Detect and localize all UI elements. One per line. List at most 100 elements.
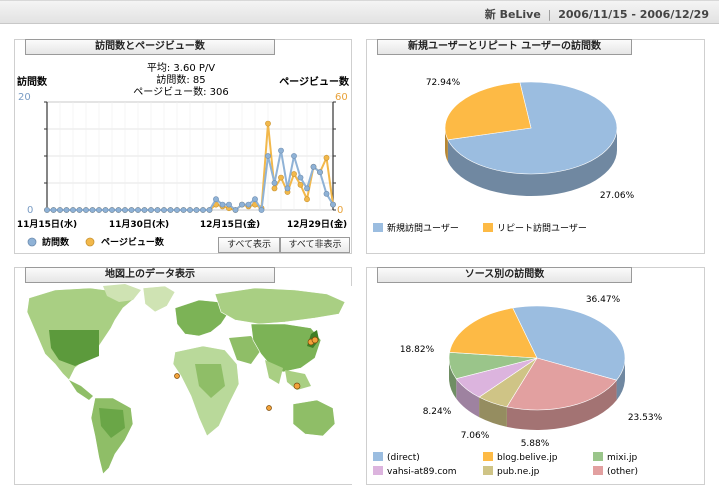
data-point[interactable] (304, 185, 310, 192)
pie-side (456, 378, 480, 418)
data-point[interactable] (297, 181, 304, 188)
sources-panel: ソース別の訪問数 36.47% 23.53% 5.88% 7.06% 8.24% 18.8… (366, 267, 705, 485)
data-point[interactable] (76, 207, 83, 213)
data-point[interactable] (167, 207, 174, 213)
data-point[interactable] (245, 201, 252, 208)
data-point[interactable] (44, 207, 50, 213)
data-point[interactable] (193, 207, 200, 213)
data-point[interactable] (128, 207, 135, 213)
data-point[interactable] (297, 174, 304, 181)
pie-side (447, 128, 617, 196)
data-point[interactable] (219, 201, 226, 208)
data-point[interactable] (70, 207, 76, 213)
legend-pageviews-marker (85, 237, 95, 247)
slice-label-repeat: 27.06% (600, 191, 635, 201)
pie-slice[interactable] (449, 307, 538, 359)
data-point[interactable] (271, 185, 278, 192)
sources-pie: 36.47% 23.53% 5.88% 7.06% 8.24% 18.82% (direc… (373, 295, 663, 477)
ylim-left-max: 20 (18, 92, 31, 103)
region-greenland[interactable] (142, 285, 176, 313)
pie2-legend: (direct) blog.belive.jp mixi.jp vahsi-at89.… (373, 452, 638, 477)
data-point[interactable] (323, 154, 330, 161)
hide-all-button[interactable]: すべて非表示 (280, 237, 350, 253)
slice-label: 23.53% (628, 413, 663, 423)
pie-side (445, 128, 448, 162)
ylabel-right: ページビュー数 (279, 75, 350, 88)
legend-visits-marker (27, 237, 37, 247)
visits-pageviews-title: 訪問数とページビュー数 (25, 39, 275, 55)
pie-slice[interactable] (512, 305, 626, 381)
region-asia[interactable] (250, 323, 322, 373)
date-range[interactable]: 2006/11/15 - 2006/12/29 (558, 8, 709, 21)
data-point[interactable] (109, 207, 115, 213)
data-point[interactable] (330, 201, 336, 208)
ylabel-left: 訪問数 (17, 75, 48, 88)
slice-label-new: 72.94% (426, 78, 461, 88)
pie-slice[interactable] (506, 357, 618, 411)
region-north-asia[interactable] (214, 287, 346, 325)
region-europe[interactable] (174, 299, 230, 337)
show-all-button[interactable]: すべて表示 (218, 237, 280, 253)
data-point[interactable] (291, 153, 297, 159)
data-point[interactable] (200, 207, 206, 213)
data-point[interactable] (252, 196, 258, 203)
data-point[interactable] (323, 190, 330, 197)
data-point[interactable] (232, 207, 239, 213)
data-point[interactable] (278, 174, 284, 181)
data-point[interactable] (115, 207, 122, 213)
data-point[interactable] (96, 207, 102, 213)
data-point[interactable] (135, 207, 141, 213)
legend-repeat-label: リピート訪問ユーザー (497, 222, 587, 234)
map-marker[interactable] (174, 373, 180, 379)
data-point[interactable] (83, 207, 89, 213)
x-tick-label: 11月30日(木) (109, 218, 169, 230)
ylim-left-min: 0 (27, 205, 33, 216)
pie-side (479, 397, 507, 427)
data-point[interactable] (63, 207, 70, 213)
data-point[interactable] (265, 120, 271, 127)
slice-label: 7.06% (461, 431, 490, 441)
map-marker[interactable] (266, 405, 272, 411)
data-point[interactable] (258, 207, 265, 213)
data-point[interactable] (161, 207, 167, 213)
map-marker[interactable] (311, 336, 319, 344)
data-point[interactable] (239, 201, 245, 208)
data-point[interactable] (102, 207, 109, 213)
data-point[interactable] (213, 196, 219, 203)
data-point[interactable] (174, 207, 180, 213)
legend-repeat-swatch (483, 223, 493, 232)
pie-slice[interactable] (444, 82, 532, 141)
data-point[interactable] (310, 163, 317, 170)
data-point[interactable] (317, 169, 323, 176)
data-point[interactable] (271, 180, 278, 186)
slice-label: 8.24% (423, 407, 452, 417)
data-point[interactable] (89, 207, 96, 213)
data-point[interactable] (122, 207, 128, 213)
data-point[interactable] (154, 207, 161, 213)
data-point[interactable] (291, 171, 297, 177)
ylim-right-min: 0 (337, 205, 343, 216)
world-map[interactable] (15, 268, 353, 486)
legend-visits-label: 訪問数 (42, 236, 70, 248)
top-header-bar: 新 BeLive | 2006/11/15 - 2006/12/29 (0, 0, 719, 24)
data-point[interactable] (50, 207, 57, 213)
stat-pageviews: ページビュー数: 306 (133, 85, 228, 98)
data-point[interactable] (180, 207, 187, 213)
legend-swatch (593, 466, 603, 475)
data-point[interactable] (187, 207, 193, 213)
data-point[interactable] (226, 201, 232, 208)
map-marker[interactable] (293, 382, 301, 390)
data-point[interactable] (206, 207, 213, 213)
data-point[interactable] (284, 185, 291, 192)
pie-slice[interactable] (447, 81, 618, 175)
data-point[interactable] (141, 207, 148, 213)
data-point[interactable] (265, 153, 271, 159)
sources-title: ソース別の訪問数 (377, 267, 632, 283)
pie-side (449, 358, 457, 399)
region-australia[interactable] (292, 399, 336, 437)
data-point[interactable] (148, 207, 154, 213)
x-tick-label: 11月15日(水) (17, 218, 77, 230)
data-point[interactable] (57, 207, 63, 213)
data-point[interactable] (278, 147, 284, 154)
data-point[interactable] (304, 196, 310, 203)
